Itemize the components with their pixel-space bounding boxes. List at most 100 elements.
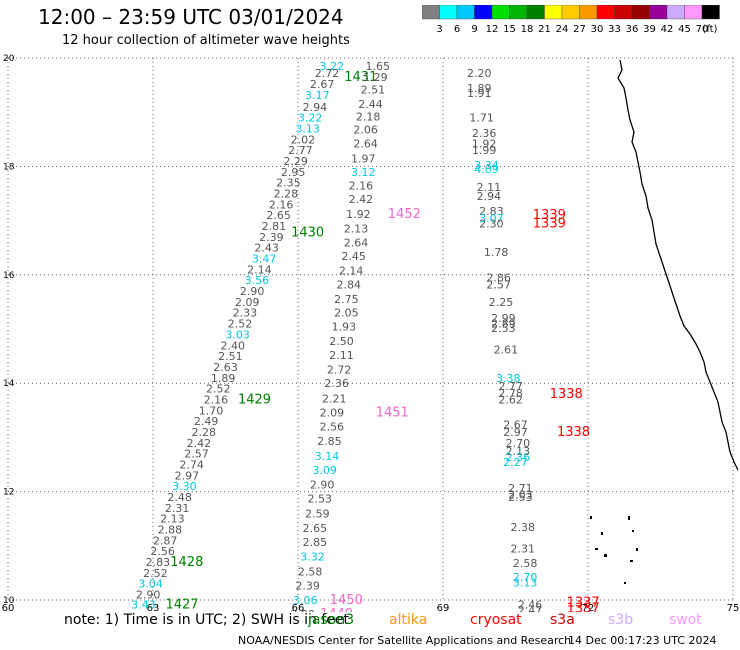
pass-time-label: 1429 [238,392,271,407]
pass-time-label: 1339 [533,216,566,231]
wave-height-label: 2.94 [477,190,502,203]
colorbar-label: 15 [503,24,516,35]
wave-height-label: 2.77 [498,380,523,393]
wave-height-label: 3.04 [138,578,163,591]
wave-height-label: 2.78 [498,387,523,400]
wave-height-label: 3.38 [496,372,521,385]
colorbar-label: 36 [626,24,639,35]
wave-height-label: 2.16 [269,198,294,211]
colorbar: 3 6 9 12 15 18 21 24 27 30 33 36 39 42 45 70(ft) [422,5,720,35]
pass-time-label: 1431 [344,70,377,85]
colorbar-label: 30 [591,24,604,35]
wave-height-label: 2.31 [511,543,536,556]
observation-labels: 3.222.722.673.172.943.223.132.022.772.29… [131,60,600,612]
wave-height-label: 2.97 [175,469,200,482]
pass-time-label: 1338 [550,387,583,402]
wave-height-label: 2.38 [511,521,536,534]
wave-height-label: 2.11 [329,349,354,362]
wave-height-label: 2.90 [240,285,265,298]
wave-height-label: 2.45 [341,250,366,263]
wave-height-label: 2.09 [235,296,260,309]
satellite-legend-altika: altika [389,612,428,628]
wave-height-label: 2.84 [337,279,362,292]
lon-tick-label: 75 [727,603,740,612]
wave-height-label: 2.97 [503,426,528,439]
wave-height-label: 2.05 [334,307,359,320]
timestamp: 14 Dec 00:17:23 UTC 2024 [568,634,717,647]
wave-height-label: 2.83 [479,205,504,218]
wave-height-label: 2.43 [254,242,279,255]
wave-height-label: 1.92 [472,138,497,151]
colorbar-swatch [701,5,720,20]
wave-height-label: 1.92 [346,208,371,221]
wave-height-label: 2.65 [303,522,328,535]
wave-height-label: 1.65 [366,60,391,73]
wave-height-label: 3.22 [298,112,323,125]
wave-height-label: 2.30 [479,217,504,230]
wave-height-label: 4.09 [474,163,499,176]
wave-height-label: 1.93 [332,320,357,333]
wave-height-label: 2.18 [356,111,381,124]
colorbar-label: 27 [573,24,586,35]
colorbar-label: 33 [608,24,621,35]
wave-height-label: 2.57 [486,279,511,292]
wave-height-label: 2.46 [518,598,543,611]
wave-height-label: 1.89 [467,82,492,95]
wave-height-label: 2.70 [513,571,538,584]
satellite-legend-s3a: s3a [550,612,575,628]
wave-height-label: 2.29 [283,155,308,168]
wave-height-label: 2.36 [506,451,531,464]
wave-height-label: 2.75 [334,293,359,306]
wave-height-label: 1.29 [363,71,388,84]
lat-tick-label: 14 [3,379,15,389]
wave-height-label: 1.97 [351,152,376,165]
wave-height-label: 3.03 [225,328,250,341]
wave-height-label: 2.33 [233,307,258,320]
wave-height-label: 2.35 [276,177,301,190]
wave-height-label: 2.47 [518,604,543,612]
wave-height-label: 2.44 [358,98,383,111]
wave-height-label: 2.49 [194,415,219,428]
wave-height-label: 2.52 [206,383,231,396]
colorbar-label: 70 [696,24,709,35]
lat-tick-label: 10 [3,596,15,606]
wave-height-label: 2.39 [259,231,284,244]
wave-height-label: 3.06 [293,594,318,607]
colorbar-label: 39 [643,24,656,35]
wave-height-label: 1.89 [211,372,236,385]
wave-height-label: 3.34 [474,159,499,172]
wave-height-label: 2.53 [308,493,333,506]
wave-height-label: 2.64 [353,138,378,151]
wave-height-label: 2.86 [486,272,511,285]
lon-tick-label: 63 [147,603,160,612]
wave-height-label: 2.92 [291,608,316,612]
map-subtitle: 12 hour collection of altimeter wave hei… [62,33,350,48]
wave-height-label: 1.78 [484,246,509,259]
lon-tick-label: 66 [292,603,305,612]
wave-height-label: 2.51 [361,83,386,96]
wave-height-label: 2.56 [320,421,345,434]
wave-height-label: 2.36 [324,377,349,390]
wave-height-label: 1.99 [472,144,497,157]
pass-time-label: 1451 [376,405,409,420]
wave-height-label: 2.48 [167,491,192,504]
wave-height-label: 2.59 [305,507,330,520]
wave-height-label: 2.53 [508,491,533,504]
satellite-legend-jason3: jason3 [308,612,355,628]
pass-time-label: 1450 [330,593,363,608]
lat-tick-label: 18 [3,162,15,172]
wave-height-label: 2.13 [160,513,185,526]
pass-time-label: 1337 [567,602,600,612]
pass-time-label: 1449 [320,607,353,612]
axis-ticks: 60 63 66 69 72 75 10 12 14 16 18 20 [2,54,740,612]
wave-height-label: 2.88 [158,524,183,537]
wave-height-label: 2.16 [204,393,229,406]
island-dots [590,516,638,584]
wave-height-label: 2.94 [303,101,328,114]
wave-height-label: 2.72 [327,364,352,377]
wave-height-label: 2.99 [491,312,516,325]
satellite-legend-swot: swot [669,612,702,628]
satellite-legend-cryosat: cryosat [470,612,522,628]
wave-height-label: 2.14 [247,263,272,276]
